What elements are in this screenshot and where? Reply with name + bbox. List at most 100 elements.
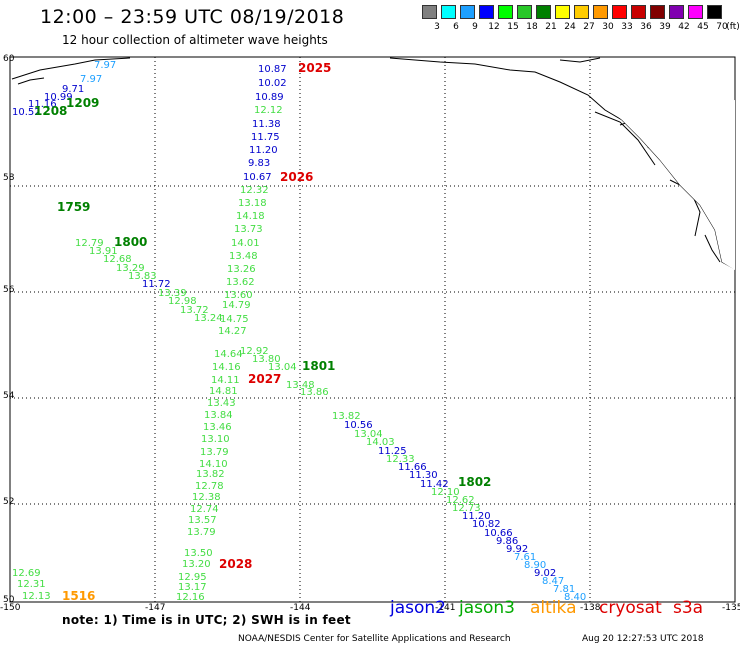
scale-swatch <box>574 5 589 19</box>
pass-time-labels: 2025 2026 2027 2028 1209 1208 1759 1800 … <box>34 61 491 603</box>
track-1759-1802: 12.79 13.91 12.68 13.29 13.83 11.72 13.3… <box>75 238 586 603</box>
scale-swatch <box>441 5 456 19</box>
scale-swatch <box>707 5 722 19</box>
swh-value: 10.02 <box>258 78 287 89</box>
lat-label: 50 <box>3 595 15 605</box>
scale-label: 70 <box>716 22 728 32</box>
pass-time-label: 1800 <box>114 235 147 249</box>
swh-value: 10.89 <box>255 92 284 103</box>
swh-value: 14.79 <box>222 300 251 311</box>
scale-label: 18 <box>526 22 538 32</box>
lon-label: -135 <box>722 603 740 613</box>
swh-value: 13.46 <box>203 422 232 433</box>
lon-label: -141 <box>435 603 455 613</box>
swh-value: 10.67 <box>243 172 272 183</box>
swh-value: 8.47 <box>542 576 564 587</box>
pass-time-label: 1516 <box>62 589 95 603</box>
swh-value: 12.73 <box>452 503 481 514</box>
swh-value: 9.83 <box>248 158 270 169</box>
swh-value: 13.86 <box>300 387 329 398</box>
scale-label: 24 <box>564 22 576 32</box>
swh-value: 13.60 <box>224 290 253 301</box>
scale-label: 39 <box>659 22 671 32</box>
scale-swatch <box>517 5 532 19</box>
swh-value: 13.57 <box>188 515 217 526</box>
legend-cryosat: cryosat <box>599 598 662 618</box>
swh-value: 11.66 <box>398 462 427 473</box>
swh-value: 7.97 <box>94 60 116 71</box>
lon-label: -144 <box>290 603 311 613</box>
swh-value: 12.78 <box>195 481 224 492</box>
scale-swatch <box>688 5 703 19</box>
scale-label: 6 <box>453 22 459 32</box>
swh-value: 10.99 <box>44 92 73 103</box>
swh-value: 11.75 <box>251 132 280 143</box>
swh-value: 13.82 <box>196 469 225 480</box>
swh-value: 10.56 <box>344 420 373 431</box>
scale-label: 3 <box>434 22 440 32</box>
swh-value: 14.81 <box>209 386 238 397</box>
generation-timestamp: Aug 20 12:27:53 UTC 2018 <box>582 634 704 644</box>
lat-label: 60 <box>3 54 15 64</box>
legend-altika: altika <box>530 598 577 618</box>
scale-label: 27 <box>583 22 595 32</box>
swh-value: 12.13 <box>22 591 51 602</box>
scale-swatch <box>650 5 665 19</box>
swh-value: 13.73 <box>234 224 263 235</box>
scale-swatch <box>498 5 513 19</box>
pass-time-label: 1208 <box>34 104 67 118</box>
swh-value: 12.79 <box>75 238 104 249</box>
scale-label: 33 <box>621 22 633 32</box>
track-1516: 12.69 12.31 12.13 <box>12 568 51 602</box>
swh-value: 11.16 <box>28 99 57 110</box>
swh-value: 10.52 <box>12 107 41 118</box>
swh-value: 8.40 <box>564 592 586 603</box>
swh-value: 11.42 <box>420 479 449 490</box>
swh-value: 13.48 <box>229 251 258 262</box>
lat-label: 52 <box>3 497 14 507</box>
legend-jason3: jason3 <box>459 598 515 618</box>
swh-value: 9.71 <box>62 84 84 95</box>
swh-value: 9.92 <box>506 544 528 555</box>
swh-value: 9.86 <box>496 536 518 547</box>
pass-time-label: 1801 <box>302 359 335 373</box>
coastline-segment <box>559 57 601 63</box>
lat-lon-grid <box>10 57 735 602</box>
swh-value: 12.62 <box>446 495 475 506</box>
swh-value: 12.12 <box>254 105 283 116</box>
lon-label: -150 <box>0 603 21 613</box>
swh-value: 13.26 <box>227 264 256 275</box>
swh-value: 12.74 <box>190 504 219 515</box>
swh-value: 9.02 <box>534 568 556 579</box>
swh-value: 12.69 <box>12 568 41 579</box>
swh-value: 13.91 <box>89 246 118 257</box>
swh-value: 13.82 <box>332 411 361 422</box>
pass-time-label: 1759 <box>57 200 90 214</box>
lat-label: 54 <box>3 391 15 401</box>
swh-value: 13.48 <box>286 380 315 391</box>
pass-time-label: 1209 <box>66 96 99 110</box>
scale-label: 15 <box>507 22 519 32</box>
scale-label: 12 <box>488 22 500 32</box>
legend-s3a: s3a <box>673 598 704 618</box>
swh-value: 13.04 <box>268 362 297 373</box>
swh-value: 12.16 <box>176 592 205 603</box>
swh-value: 14.64 <box>214 349 243 360</box>
swh-value: 13.79 <box>187 527 216 538</box>
scale-label: 9 <box>472 22 478 32</box>
pass-time-label: 2028 <box>219 557 252 571</box>
swh-value: 11.20 <box>249 145 278 156</box>
swh-value: 13.83 <box>128 271 157 282</box>
swh-value: 14.01 <box>231 238 260 249</box>
swh-value: 11.30 <box>409 470 438 481</box>
swh-value: 8.90 <box>524 560 546 571</box>
chart-subtitle: 12 hour collection of altimeter wave hei… <box>62 33 328 47</box>
scale-swatch <box>479 5 494 19</box>
swh-value: 12.92 <box>240 346 269 357</box>
swh-value: 14.75 <box>220 314 249 325</box>
swh-value: 11.72 <box>142 279 171 290</box>
swh-value: 7.61 <box>514 552 536 563</box>
swh-value: 13.79 <box>200 447 229 458</box>
scale-swatch <box>631 5 646 19</box>
swh-value: 13.43 <box>207 398 236 409</box>
